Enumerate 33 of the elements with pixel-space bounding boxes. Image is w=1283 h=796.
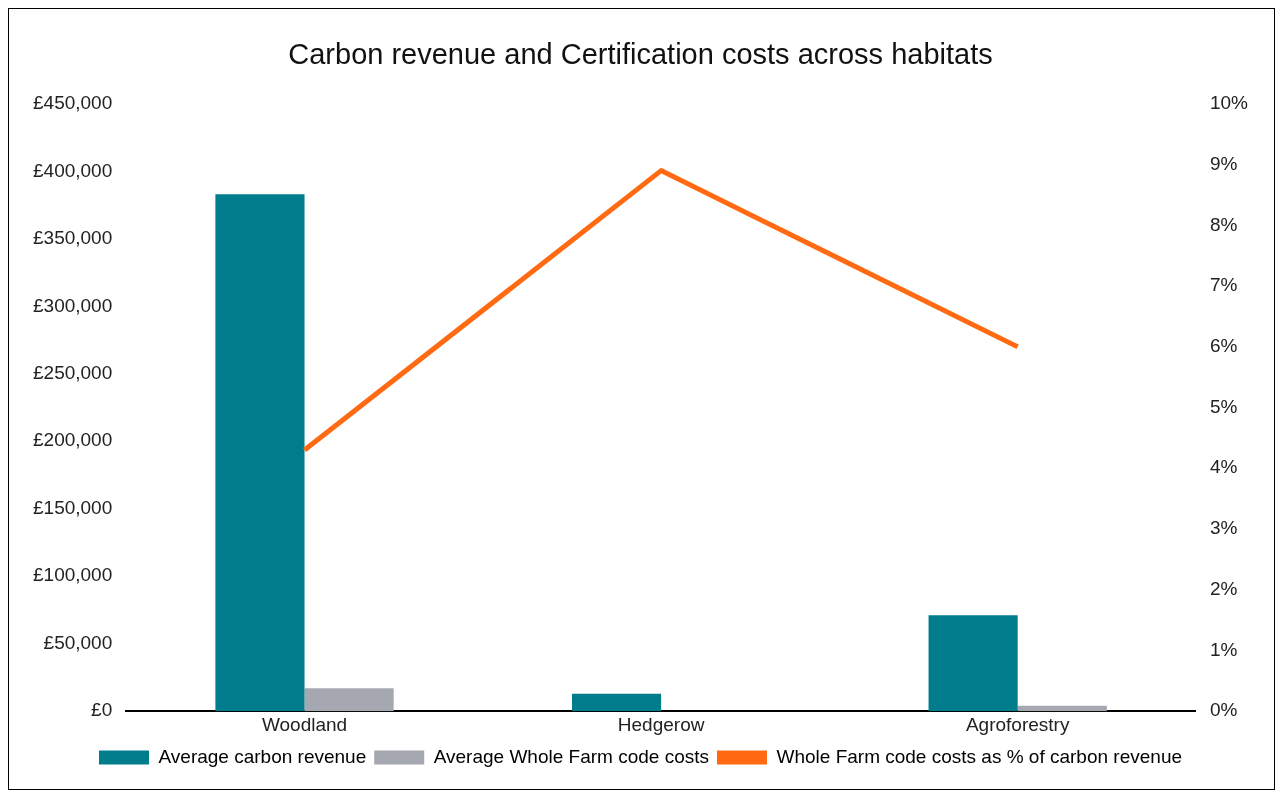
y-tick-label: £350,000: [33, 227, 113, 249]
y-tick-label: £450,000: [33, 92, 113, 114]
y2-tick-label: 2%: [1209, 577, 1238, 599]
bar: [215, 194, 305, 712]
x-tick-label: Woodland: [261, 713, 348, 735]
y2-tick-label: 9%: [1209, 152, 1238, 174]
y-tick-label: £300,000: [33, 294, 113, 316]
legend-label: Average carbon revenue: [158, 745, 367, 767]
y2-tick-label: 10%: [1209, 92, 1249, 114]
bar: [304, 688, 394, 712]
y-tick-label: £250,000: [33, 361, 113, 383]
y2-tick-label: 6%: [1209, 334, 1238, 356]
y2-tick-label: 7%: [1209, 274, 1238, 296]
y2-tick-label: 0%: [1209, 699, 1238, 721]
bar: [928, 615, 1018, 712]
legend-label: Average Whole Farm code costs: [433, 745, 710, 767]
y2-tick-label: 1%: [1209, 638, 1238, 660]
y2-tick-label: 3%: [1209, 517, 1238, 539]
y2-tick-label: 4%: [1209, 456, 1238, 478]
x-tick-label: Hedgerow: [617, 713, 705, 735]
y2-tick-label: 5%: [1209, 395, 1238, 417]
y-tick-label: £400,000: [33, 159, 113, 181]
y-tick-label: £50,000: [43, 631, 113, 653]
y-tick-label: £0: [91, 699, 113, 721]
chart-title: Carbon revenue and Certification costs across habitats: [288, 38, 993, 71]
y-tick-label: £200,000: [33, 429, 113, 451]
bar: [571, 693, 662, 712]
y-tick-label: £100,000: [33, 564, 113, 586]
bar: [1017, 705, 1107, 712]
x-tick-label: Agroforestry: [965, 713, 1070, 735]
legend-label: Whole Farm code costs as % of carbon revenue: [776, 745, 1183, 767]
y2-tick-label: 8%: [1209, 213, 1238, 235]
y-tick-label: £150,000: [33, 496, 113, 518]
